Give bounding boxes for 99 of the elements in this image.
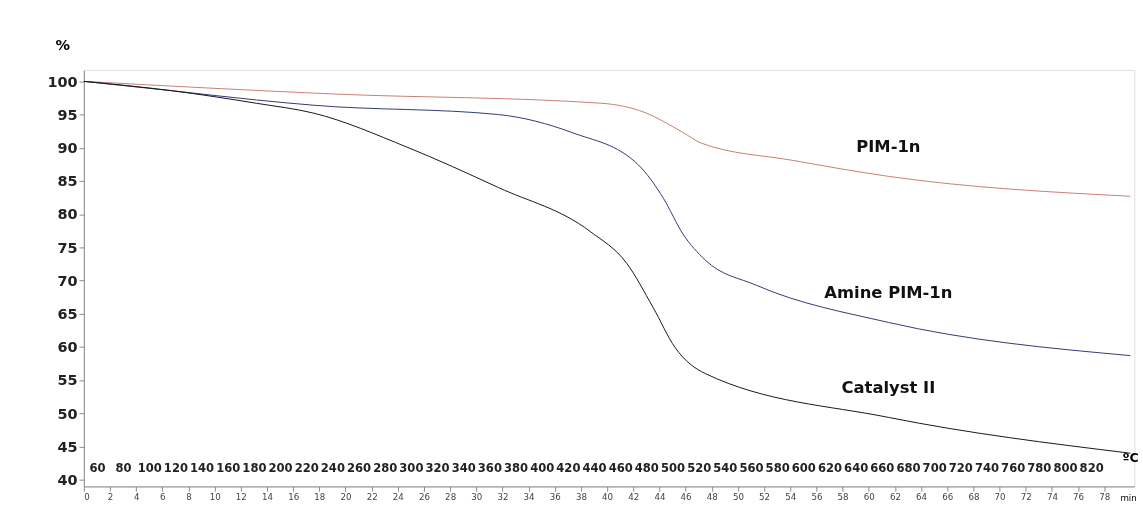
y-tick-label: 90 xyxy=(57,140,78,157)
x2-tick-label: 700 xyxy=(922,461,947,476)
x-tick-label: 0 xyxy=(84,492,90,503)
x2-tick-label: 140 xyxy=(190,461,215,476)
x2-tick-label: 560 xyxy=(739,461,764,476)
x-tick-label: 30 xyxy=(471,492,483,503)
x2-tick-label: 320 xyxy=(425,461,450,476)
x2-tick-label: 600 xyxy=(791,461,816,476)
x2-tick-label: 660 xyxy=(870,461,895,476)
series-label: Amine PIM-1n xyxy=(824,283,953,303)
x-tick-label: 74 xyxy=(1046,492,1059,503)
x-tick-label: 76 xyxy=(1073,492,1085,503)
x-tick-label: 10 xyxy=(209,492,221,503)
x2-tick-label: 280 xyxy=(373,461,398,476)
x-tick-label: 8 xyxy=(186,492,192,503)
x-tick-label: 2 xyxy=(107,492,114,503)
x-tick-label: 28 xyxy=(445,492,457,503)
x2-tick-label: 240 xyxy=(320,461,345,476)
x2-tick-label: 540 xyxy=(713,461,738,476)
y-axis-title: % xyxy=(55,37,70,54)
x-tick-label: 46 xyxy=(680,492,692,503)
y-tick-label: 55 xyxy=(57,372,78,389)
y-tick-label: 85 xyxy=(57,173,78,190)
x2-tick-label: 580 xyxy=(765,461,790,476)
x2-tick-label: 200 xyxy=(268,461,293,476)
x2-tick-label: 720 xyxy=(948,461,973,476)
x2-tick-label: 620 xyxy=(817,461,843,476)
x2-tick-label: 820 xyxy=(1079,461,1104,476)
x-tick-label: 56 xyxy=(811,492,823,503)
x-tick-label: 54 xyxy=(785,492,797,503)
x-tick-label: 24 xyxy=(392,492,405,503)
y-tick-label: 100 xyxy=(47,73,78,90)
x-tick-label: 48 xyxy=(706,492,718,503)
x-tick-label: 26 xyxy=(418,492,430,503)
x2-tick-label: 420 xyxy=(556,461,581,476)
x-tick-label: 14 xyxy=(261,492,274,503)
x-tick-label: 38 xyxy=(575,492,587,503)
x-tick-label: 66 xyxy=(942,492,954,503)
y-tick-label: 70 xyxy=(57,272,78,289)
x2-tick-label: 440 xyxy=(582,461,607,476)
y-tick-label: 50 xyxy=(57,405,78,422)
x2-tick-label: 340 xyxy=(451,461,476,476)
x-axis-title: min xyxy=(1120,493,1137,504)
y-tick-label: 40 xyxy=(57,472,78,489)
x-tick-label: 34 xyxy=(523,492,536,503)
x2-tick-label: 60 xyxy=(89,461,106,476)
x-tick-label: 12 xyxy=(235,492,247,503)
series-label: PIM-1n xyxy=(856,137,921,157)
x2-tick-label: 780 xyxy=(1027,461,1052,476)
x2-tick-label: 640 xyxy=(844,461,869,476)
x-tick-label: 44 xyxy=(654,492,666,503)
x2-tick-label: 680 xyxy=(896,461,921,476)
x2-tick-label: 380 xyxy=(503,461,529,476)
x2-tick-label: 220 xyxy=(294,461,319,476)
y-tick-label: 60 xyxy=(57,339,78,356)
x-tick-label: 42 xyxy=(628,492,640,503)
x-tick-label: 18 xyxy=(314,492,326,503)
x2-axis-title: ºC xyxy=(1122,449,1139,465)
x2-tick-label: 460 xyxy=(608,461,633,476)
x-tick-label: 68 xyxy=(968,492,980,503)
x2-tick-label: 500 xyxy=(660,461,686,476)
x2-tick-label: 100 xyxy=(137,461,162,476)
x-tick-label: 62 xyxy=(889,492,901,503)
x-tick-label: 16 xyxy=(288,492,300,503)
x-tick-label: 20 xyxy=(340,492,352,503)
x-tick-label: 78 xyxy=(1099,492,1111,503)
x2-tick-label: 180 xyxy=(242,461,267,476)
y-tick-label: 80 xyxy=(57,206,78,223)
x-tick-label: 58 xyxy=(837,492,849,503)
y-tick-label: 75 xyxy=(57,239,78,256)
x-tick-label: 70 xyxy=(994,492,1006,503)
x-tick-label: 4 xyxy=(133,492,140,503)
x-tick-label: 52 xyxy=(759,492,771,503)
x2-tick-label: 800 xyxy=(1053,461,1078,476)
x-tick-label: 50 xyxy=(732,492,744,503)
x-tick-label: 6 xyxy=(160,492,166,503)
y-tick-label: 95 xyxy=(57,106,78,123)
x2-tick-label: 120 xyxy=(163,461,188,476)
x2-tick-label: 760 xyxy=(1001,461,1026,476)
x2-tick-label: 520 xyxy=(687,461,712,476)
series-label: Catalyst II xyxy=(841,378,936,398)
x2-tick-label: 260 xyxy=(346,461,372,476)
x-tick-label: 72 xyxy=(1020,492,1032,503)
x-tick-label: 40 xyxy=(602,492,614,503)
x2-tick-label: 360 xyxy=(477,461,502,476)
y-tick-label: 45 xyxy=(57,438,78,455)
x2-tick-label: 740 xyxy=(974,461,1000,476)
x2-tick-label: 80 xyxy=(115,461,132,476)
x2-tick-label: 400 xyxy=(530,461,555,476)
x2-tick-label: 300 xyxy=(399,461,424,476)
x-tick-label: 60 xyxy=(863,492,875,503)
x-tick-label: 32 xyxy=(497,492,509,503)
line-series xyxy=(83,80,1131,454)
y-tick-label: 65 xyxy=(57,306,78,323)
x-tick-label: 22 xyxy=(366,492,378,503)
x2-tick-label: 480 xyxy=(634,461,659,476)
x-tick-label: 36 xyxy=(549,492,561,503)
x2-tick-label: 160 xyxy=(216,461,241,476)
x-tick-label: 64 xyxy=(916,492,928,503)
